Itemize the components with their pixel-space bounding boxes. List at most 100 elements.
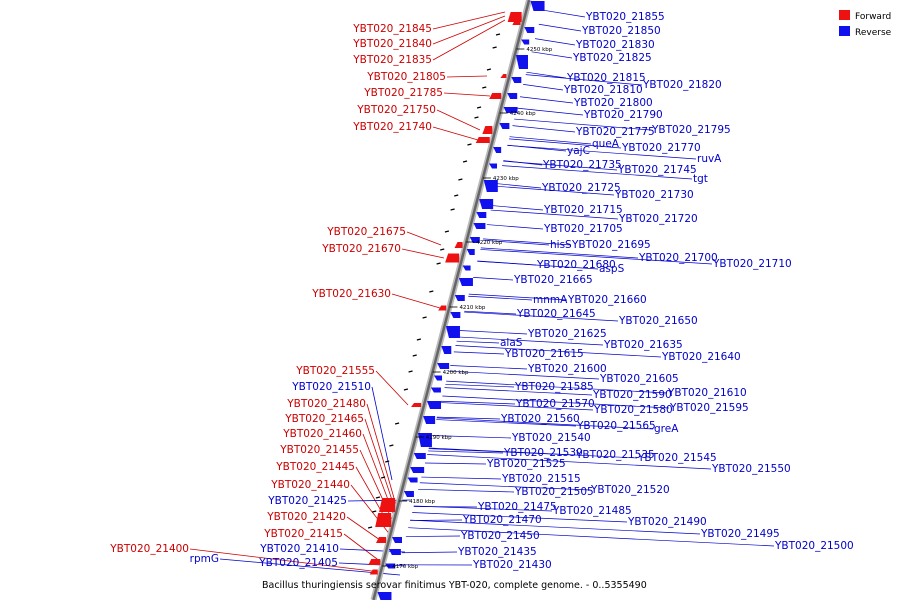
reverse-gene-label: YBT020_21595 (669, 402, 749, 414)
reverse-leader (455, 345, 662, 358)
reverse-gene-label: rpmG (190, 553, 219, 565)
reverse-gene (437, 363, 450, 369)
reverse-gene-label: YBT020_21820 (642, 79, 722, 91)
reverse-gene (417, 433, 432, 447)
reverse-gene-label: YBT020_21700 (638, 252, 718, 264)
forward-gene-label: YBT020_21835 (352, 54, 432, 66)
reverse-gene-label: YBT020_21540 (511, 432, 591, 444)
reverse-leader (436, 417, 654, 430)
gene-labels: YBT020_21845 YBT020_21840 YBT020_21835 YBT0… (109, 11, 853, 571)
forward-gene-label: YBT020_21455 (279, 444, 359, 456)
reverse-gene (391, 537, 402, 543)
legend-forward-label: Forward (855, 12, 891, 22)
marker-dash (444, 230, 450, 233)
reverse-leader (445, 383, 515, 388)
reverse-leader (534, 38, 576, 46)
reverse-gene-label: YBT020_21570 (515, 398, 595, 410)
reverse-leader (418, 488, 515, 493)
reverse-gene-label: YBT020_21635 (603, 339, 683, 351)
reverse-gene-label: YBT020_21730 (614, 189, 694, 201)
legend: Forward Reverse (839, 10, 892, 38)
reverse-gene-label: YBT020_21410 (259, 543, 339, 555)
forward-gene-label: YBT020_21805 (366, 71, 446, 83)
reverse-gene-label: YBT020_21450 (460, 530, 540, 542)
forward-leader (443, 92, 491, 97)
backbone-line (372, 0, 531, 600)
reverse-gene-label: YBT020_21500 (774, 540, 854, 552)
tick-label: 4220 kbp (476, 240, 502, 246)
forward-gene-label: YBT020_21420 (266, 511, 346, 523)
forward-gene-label: YBT020_21740 (352, 121, 432, 133)
reverse-gene-label: YBT020_21610 (667, 387, 747, 399)
forward-leader (401, 248, 445, 259)
forward-leader (366, 403, 397, 506)
forward-gene (454, 242, 463, 248)
reverse-gene-label: YBT020_21720 (618, 213, 698, 225)
marker-dash (367, 526, 373, 529)
marker-dash (454, 194, 459, 197)
forward-gene (512, 19, 521, 25)
reverse-gene-label: YBT020_21405 (258, 557, 338, 569)
forward-gene-label: YBT020_21480 (286, 398, 366, 410)
reverse-gene-label: YBT020_21560 (500, 413, 580, 425)
reverse-leader (526, 71, 567, 79)
marker-dash (389, 444, 394, 447)
reverse-gene-label: ruvA (697, 153, 722, 165)
reverse-leader (457, 336, 604, 346)
legend-reverse-swatch (839, 26, 850, 36)
reverse-leader (428, 447, 638, 459)
marker-dash (474, 116, 479, 119)
reverse-leader (523, 84, 564, 91)
reverse-gene (434, 375, 443, 381)
reverse-leader (477, 260, 599, 270)
tick-label: 4250 kbp (526, 47, 552, 53)
forward-gene-label: YBT020_21400 (109, 543, 189, 555)
reverse-leader (491, 205, 544, 211)
reverse-leader (401, 551, 458, 554)
reverse-gene-label: YBT020_21795 (651, 124, 731, 136)
reverse-leader (405, 535, 461, 537)
marker-dash (416, 338, 422, 341)
reverse-gene-label: YBT020_21485 (552, 505, 632, 517)
reverse-gene-label: YBT020_21625 (527, 328, 607, 340)
reverse-gene (407, 477, 418, 483)
reverse-gene (462, 265, 471, 271)
forward-leader (446, 75, 488, 78)
reverse-leader (512, 125, 576, 133)
reverse-leader (483, 238, 572, 246)
reverse-leader (410, 519, 701, 535)
reverse-leader (446, 380, 668, 394)
reverse-leader (486, 224, 544, 230)
reverse-leader (453, 351, 505, 355)
reverse-leader (473, 277, 514, 281)
reverse-gene-label: YBT020_21825 (572, 52, 652, 64)
reverse-gene (499, 123, 510, 129)
reverse-leader (421, 476, 502, 480)
legend-forward-swatch (839, 10, 850, 20)
reverse-gene-label: YBT020_21790 (583, 109, 663, 121)
tick-label: 4190 kbp (426, 435, 452, 441)
reverse-gene-label: YBT020_21855 (585, 11, 665, 23)
marker-dash (380, 476, 386, 479)
forward-leader (432, 126, 479, 141)
reverse-gene-label: YBT020_21830 (575, 39, 655, 51)
reverse-gene-label: YBT020_21495 (700, 528, 780, 540)
forward-gene (489, 93, 502, 99)
reverse-gene (458, 278, 473, 286)
forward-gene (482, 126, 493, 134)
reverse-gene (476, 212, 487, 218)
reverse-leader (442, 395, 670, 409)
reverse-gene (413, 453, 426, 459)
forward-gene (368, 559, 381, 565)
reverse-gene-label: YBT020_21800 (573, 97, 653, 109)
marker-dash (436, 262, 441, 265)
reverse-gene-label: YBT020_21490 (627, 516, 707, 528)
reverse-leader (450, 365, 528, 370)
reverse-gene-label: greA (654, 423, 679, 435)
reverse-gene-label: YBT020_21645 (516, 308, 596, 320)
forward-gene (379, 498, 396, 512)
forward-leader (432, 19, 506, 61)
forward-leader (343, 533, 382, 563)
reverse-leader (468, 293, 568, 301)
reverse-leader (436, 416, 501, 420)
